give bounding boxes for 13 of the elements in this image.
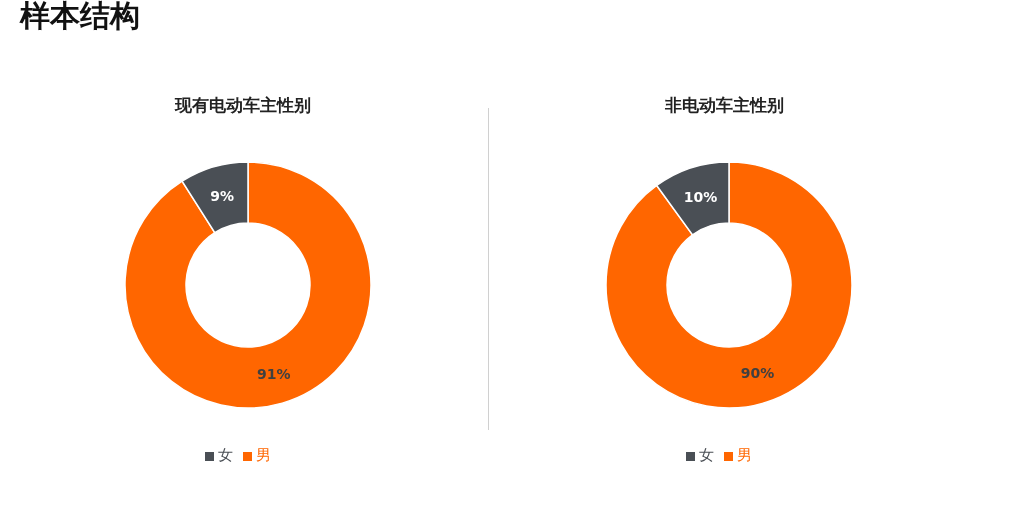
legend-label: 男 xyxy=(737,446,752,464)
data-label: 90% xyxy=(740,364,775,381)
legend-label: 女 xyxy=(699,446,714,464)
chart-title: 现有电动车主性别 xyxy=(173,94,312,117)
data-label: 10% xyxy=(683,189,718,206)
text: 样本结构 xyxy=(20,0,140,35)
legend-label: 男 xyxy=(256,446,271,464)
chart-title: 非电动车主性别 xyxy=(663,94,785,117)
data-label: 91% xyxy=(257,365,291,382)
donut-slice xyxy=(124,161,372,409)
donut-slice xyxy=(605,161,853,409)
data-label: 9% xyxy=(210,188,235,205)
legend-label: 女 xyxy=(218,446,233,464)
